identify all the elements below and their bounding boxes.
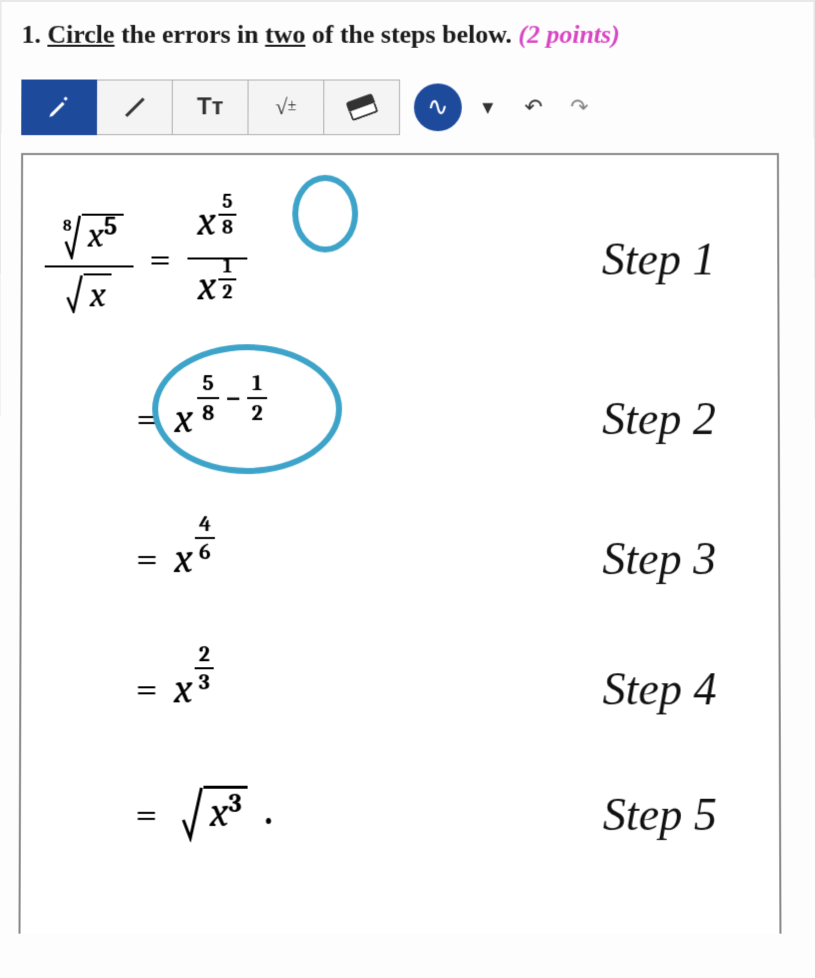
color-picker-glyph: ∿	[427, 92, 449, 122]
step1-rhs-num-x: x	[197, 197, 216, 246]
eraser-tool[interactable]	[324, 80, 400, 136]
step4-exp: 23	[195, 643, 214, 693]
step-5-row: = x3 • Step 5	[43, 759, 757, 870]
pen-icon	[46, 94, 72, 120]
chevron-down-icon: ▾	[482, 94, 493, 120]
question-post: of the steps below.	[305, 20, 518, 49]
color-dropdown[interactable]: ▾	[468, 87, 508, 127]
equals-4: =	[135, 665, 157, 711]
math-tool[interactable]: √±	[248, 80, 324, 136]
step-3-math: = x 46	[44, 533, 404, 583]
question-number: 1.	[21, 20, 41, 49]
math-tool-label: √±	[275, 94, 296, 120]
step-5-math: = x3 •	[43, 786, 404, 842]
line-icon	[119, 92, 149, 122]
step1-rhs-den-x: x	[197, 261, 216, 310]
step1-num-exp: 5	[104, 211, 118, 241]
step5-dot: •	[262, 802, 275, 837]
step4-x: x	[174, 664, 193, 713]
step-5-label: Step 5	[603, 787, 717, 840]
text-tool-label: Tᴛ	[197, 93, 223, 121]
equals-3: =	[136, 535, 158, 581]
step1-den-x: x	[90, 274, 106, 315]
step3-x: x	[174, 534, 193, 583]
line-tool[interactable]	[97, 80, 173, 136]
question-underline-2: two	[265, 20, 305, 49]
pen-tool[interactable]	[21, 80, 97, 136]
step1-rhs-den-exp: 12	[218, 257, 236, 303]
question-underline-1: Circle	[47, 20, 114, 49]
step1-num-x: x	[88, 214, 104, 255]
step-2-row: = x 58 − 12 Step 2	[44, 348, 756, 488]
question-points: (2 points)	[518, 20, 619, 49]
annotation-toolbar: Tᴛ √± ∿ ▾ ↶ ↷	[21, 80, 794, 136]
undo-button[interactable]: ↶	[514, 87, 554, 127]
worksheet-page: 1. Circle the errors in two of the steps…	[0, 2, 815, 978]
step-4-math: = x 23	[43, 663, 404, 713]
equals-2: =	[136, 395, 158, 441]
text-tool[interactable]: Tᴛ	[173, 80, 249, 136]
step2-x: x	[174, 394, 193, 443]
step1-den-root: x	[66, 273, 112, 313]
eraser-icon	[345, 93, 378, 121]
redo-icon: ↷	[570, 94, 588, 120]
redo-button[interactable]: ↷	[559, 87, 599, 127]
step5-x: x	[210, 788, 229, 837]
step2-exponent: 58 − 12	[197, 372, 268, 424]
step1-lhs-frac: 8 x5 x	[45, 193, 134, 323]
step-4-row: = x 23 Step 4	[43, 628, 757, 748]
step-1-row: 8 x5 x	[44, 179, 755, 338]
step-2-label: Step 2	[602, 392, 716, 445]
step1-num-root: 8 x5	[55, 213, 123, 259]
step-3-label: Step 3	[602, 532, 716, 585]
color-picker[interactable]: ∿	[414, 83, 462, 131]
step-2-math: = x 58 − 12	[44, 392, 404, 444]
step1-rhs-num-exp: 58	[218, 192, 237, 238]
step3-exp: 46	[195, 513, 215, 563]
step-4-label: Step 4	[603, 662, 717, 715]
work-area[interactable]: 8 x5 x	[18, 153, 781, 934]
step5-root: x3	[181, 786, 247, 842]
step1-root-index: 8	[63, 217, 72, 233]
step5-exp: 3	[228, 789, 241, 819]
question-text: 1. Circle the errors in two of the steps…	[21, 20, 793, 50]
equals-5: =	[135, 791, 157, 837]
step-1-math: 8 x5 x	[45, 193, 404, 323]
undo-icon: ↶	[524, 94, 542, 120]
equals-1: =	[149, 236, 171, 282]
step-1-label: Step 1	[602, 232, 716, 285]
step-3-row: = x 46 Step 3	[44, 498, 757, 618]
step1-rhs-frac: x58 x12	[187, 197, 247, 320]
question-mid: the errors in	[115, 20, 266, 49]
